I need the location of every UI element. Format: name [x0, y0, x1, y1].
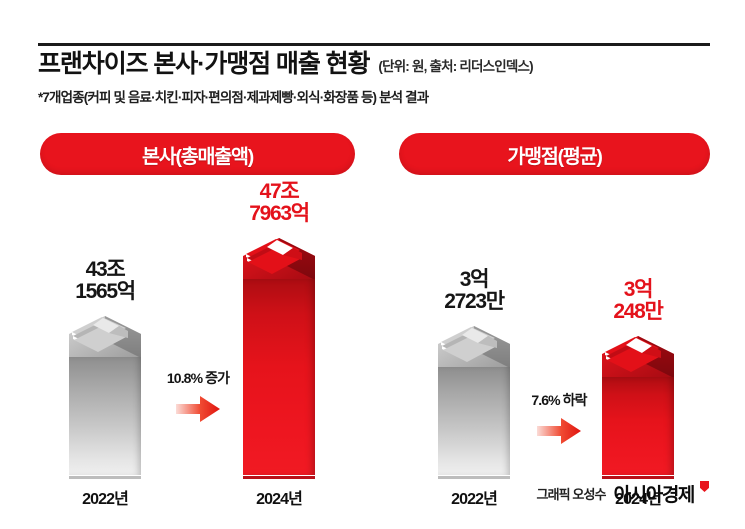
chart-plot-franchisee: 3억 2723만 [399, 179, 710, 509]
panel-badge-franchisee: 가맹점(평균) [399, 133, 710, 175]
bar-body [602, 377, 674, 475]
money-stack-icon [69, 316, 141, 358]
panel-franchisee: 가맹점(평균) 3억 2723만 [399, 133, 710, 509]
bar-value-line: 47조 [259, 179, 300, 203]
delta-franchisee: 7.6% 하락 [509, 390, 609, 445]
bar-value-line: 1565억 [75, 279, 136, 303]
bar-column-hq-2024: 47조 7963억 [236, 179, 322, 510]
bar-value-line: 43조 [85, 257, 126, 281]
bar-value-line: 7963억 [249, 201, 310, 225]
arrow-right-icon [176, 396, 220, 422]
money-stack-icon [438, 326, 510, 368]
bar-column-fran-2022: 3억 2723만 [431, 267, 517, 510]
page-title: 프랜차이즈 본사·가맹점 매출 현황 [38, 50, 370, 78]
bar-column-fran-2024: 3억 248만 [595, 277, 681, 510]
bar-year-hq-2024: 2024년 [256, 491, 303, 508]
bar-baseline [602, 476, 674, 479]
panel-badge-headquarters: 본사(총매출액) [40, 133, 355, 175]
bar-baseline [69, 476, 141, 479]
bar-body [438, 367, 510, 475]
bar-value-fran-2022: 3억 2723만 [431, 267, 517, 314]
page-subtitle: *7개업종(커피 및 음료·치킨·피자·편의점·제과제빵·외식·화장품 등) 분… [38, 89, 429, 105]
bar-fran-2024 [595, 328, 681, 479]
bar-year-hq-2022: 2022년 [82, 491, 129, 508]
chart-plot-headquarters: 43조 1565억 [40, 179, 355, 509]
bar-body [243, 279, 315, 475]
panel-headquarters: 본사(총매출액) 43조 1565억 [40, 133, 355, 509]
bar-year-fran-2022: 2022년 [451, 491, 498, 508]
bar-baseline [243, 476, 315, 479]
bar-value-line: 2723만 [444, 289, 505, 313]
outlet-name: 아시아경제 [613, 485, 696, 506]
bar-value-line: 248만 [613, 299, 663, 323]
bar-value-line: 3억 [459, 267, 490, 291]
delta-label: 10.8% 증가 [166, 370, 230, 386]
money-stack-icon [602, 336, 674, 378]
bar-value-hq-2024: 47조 7963억 [236, 179, 322, 226]
bar-year-fran-2024: 2024년 [615, 491, 662, 508]
bar-value-fran-2024: 3억 248만 [595, 277, 681, 324]
bar-baseline [438, 476, 510, 479]
bar-body [69, 357, 141, 475]
graphic-credit: 그래픽 오성수 [536, 487, 607, 502]
bar-value-hq-2022: 43조 1565억 [62, 257, 148, 304]
title-unit-source: (단위: 원, 출처: 리더스인덱스) [378, 59, 533, 74]
bar-column-hq-2022: 43조 1565억 [62, 257, 148, 510]
delta-label: 7.6% 하락 [531, 392, 587, 408]
bar-hq-2022 [62, 308, 148, 479]
panel-badge-label: 본사(총매출액) [141, 145, 254, 168]
outlet-logo-icon [700, 481, 709, 492]
bar-fran-2022 [431, 318, 517, 479]
header-rule [38, 43, 710, 46]
delta-headquarters: 10.8% 증가 [148, 368, 248, 423]
header: 프랜차이즈 본사·가맹점 매출 현황 (단위: 원, 출처: 리더스인덱스) *… [38, 50, 718, 106]
panel-badge-label: 가맹점(평균) [507, 145, 603, 168]
footer: 그래픽 오성수 아시아경제 [537, 480, 709, 507]
title-row: 프랜차이즈 본사·가맹점 매출 현황 (단위: 원, 출처: 리더스인덱스) [38, 50, 718, 80]
bar-value-line: 3억 [623, 277, 654, 301]
arrow-right-icon [537, 418, 581, 444]
bar-hq-2024 [236, 230, 322, 479]
money-stack-icon [243, 238, 315, 280]
